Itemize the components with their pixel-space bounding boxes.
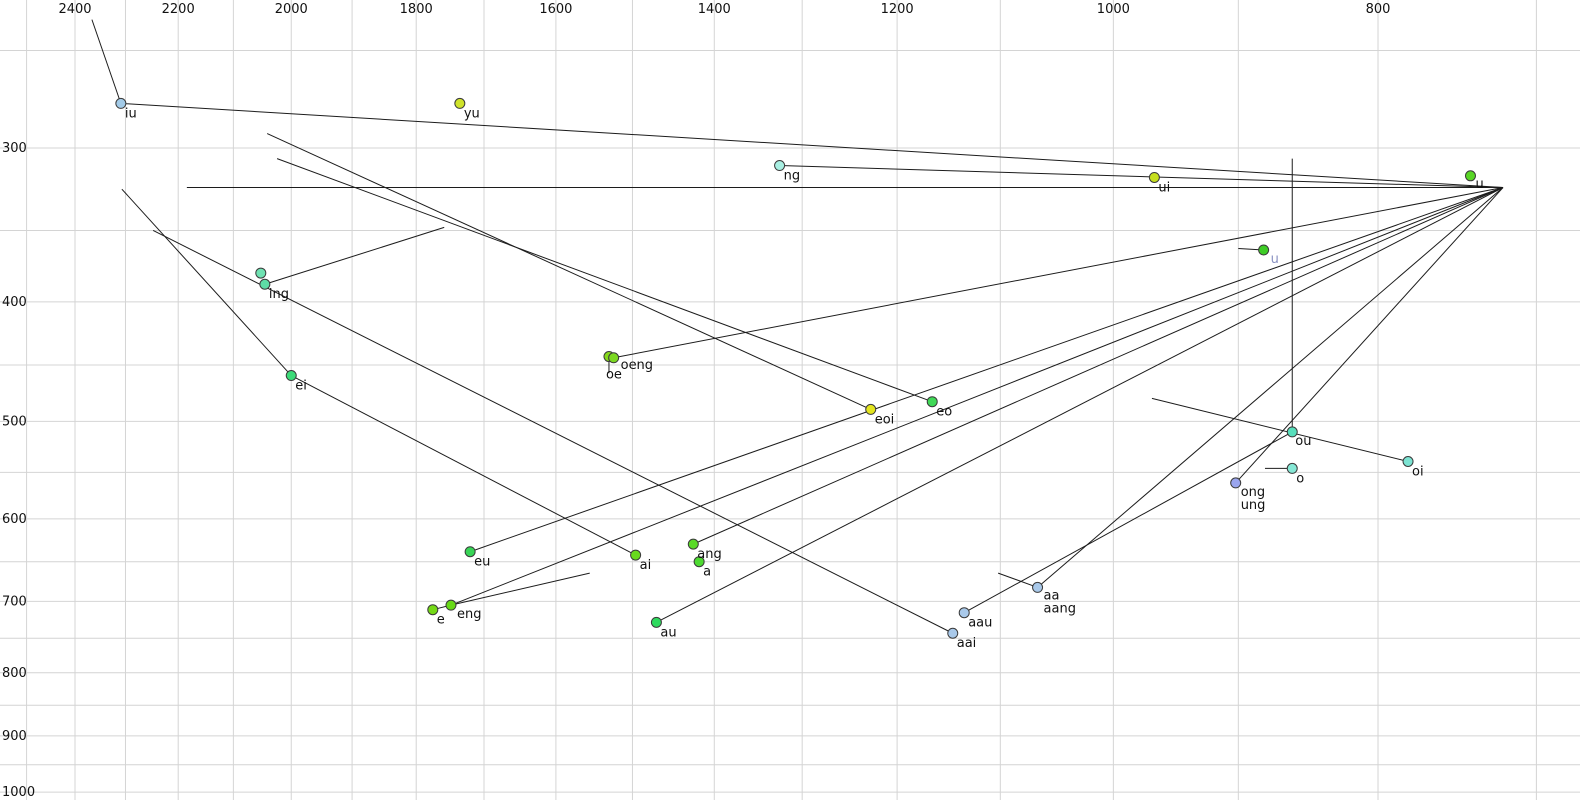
vowel-label-ing: ing	[269, 287, 289, 302]
vowel-point-ou[interactable]	[1286, 426, 1298, 438]
vowel-label-e: e	[437, 613, 445, 628]
trajectory-line-16	[693, 187, 1504, 545]
y-tick-label-300: 300	[2, 141, 27, 156]
vowel-label-eo: eo	[936, 405, 952, 420]
vowel-label-eng: eng	[457, 607, 482, 622]
vowel-label-eu: eu	[474, 555, 490, 570]
vowel-label-u: u	[1475, 177, 1483, 192]
vowel-label-ung: ung	[1241, 498, 1266, 513]
vowel-point-oeng[interactable]	[608, 352, 620, 364]
trajectory-line-1	[120, 102, 1504, 189]
y-tick-label-500: 500	[2, 414, 27, 429]
vowel-point-eu[interactable]	[464, 546, 476, 558]
x-tick-label-800: 800	[1366, 2, 1391, 17]
axis-tick-layer: 2400 2200 2000 1800 1600 1400 1200 1000 800 300 40…	[2, 2, 1390, 800]
vowel-point-ei[interactable]	[285, 370, 297, 382]
trajectory-line-13	[450, 572, 590, 606]
vowel-label-ng: ng	[784, 169, 801, 184]
vowel-point-eoi[interactable]	[865, 403, 877, 415]
vowel-label-au: au	[660, 625, 676, 640]
vowel-point-ing[interactable]	[259, 278, 271, 290]
trajectory-line-17	[656, 187, 1504, 623]
vowel-label-ei: ei	[295, 379, 307, 394]
vowel-point-ai[interactable]	[630, 549, 642, 561]
vowel-point-iu[interactable]	[115, 97, 127, 109]
vowel-point-aa[interactable]	[1032, 581, 1044, 593]
vowel-label-o: o	[1296, 471, 1304, 486]
vowel-point-au[interactable]	[650, 616, 662, 628]
vowel-point-a[interactable]	[693, 556, 705, 568]
y-tick-label-800: 800	[2, 666, 27, 681]
vowel-label-ai: ai	[640, 558, 652, 573]
vowel-point-oi[interactable]	[1402, 456, 1414, 468]
vowel-label-aau: aau	[968, 616, 992, 631]
vowel-point-o[interactable]	[1286, 462, 1298, 474]
trajectory-line-18	[963, 431, 1293, 614]
vowel-point-eng[interactable]	[445, 599, 457, 611]
vowel-label-ong: ong	[1241, 485, 1265, 500]
trajectory-line-21	[1235, 187, 1504, 484]
vowel-label-ui: ui	[1158, 180, 1170, 195]
trajectory-line-19	[1037, 187, 1504, 588]
trajectory-line-2	[779, 165, 1503, 189]
trajectory-line-9	[613, 187, 1504, 359]
vowel-point-ang[interactable]	[687, 538, 699, 550]
vowel-label-aa: aa	[1044, 588, 1060, 603]
y-tick-label-900: 900	[2, 729, 27, 744]
vowel-point-aau[interactable]	[958, 607, 970, 619]
vowel-label-oi: oi	[1412, 465, 1424, 480]
trajectory-line-6	[266, 133, 871, 410]
vowel-point-eo[interactable]	[926, 396, 938, 408]
vowel-label-oeng: oeng	[621, 358, 653, 373]
trajectory-line-5	[152, 230, 953, 634]
vowel-point-unlabeled[interactable]	[255, 267, 267, 279]
x-tick-label-2200: 2200	[162, 2, 195, 17]
vowel-point-ui[interactable]	[1148, 171, 1160, 183]
vowel-label-aai: aai	[957, 636, 977, 651]
vowel-label-a: a	[703, 565, 711, 580]
trajectory-line-23	[1151, 397, 1409, 462]
trajectory-line-15	[291, 375, 636, 556]
y-tick-label-400: 400	[2, 295, 27, 310]
vowel-point-ng[interactable]	[774, 160, 786, 172]
x-tick-label-1000: 1000	[1097, 2, 1130, 17]
x-tick-label-1200: 1200	[881, 2, 914, 17]
y-tick-label-1000: 1000	[2, 785, 35, 800]
point-layer	[115, 97, 1476, 639]
trajectory-line-4	[121, 188, 292, 376]
vowel-label-iu: iu	[125, 106, 137, 121]
x-tick-label-1400: 1400	[698, 2, 731, 17]
trajectory-line-12	[450, 187, 1504, 606]
trajectory-line-8	[276, 158, 933, 403]
trajectory-line-7	[264, 226, 445, 285]
trajectory-line-14	[469, 187, 1504, 553]
vowel-point-u[interactable]	[1258, 244, 1270, 256]
y-tick-label-600: 600	[2, 512, 27, 527]
vowel-label-ang: ang	[697, 547, 721, 562]
vowel-label-yu: yu	[464, 106, 480, 121]
vowel-point-e[interactable]	[427, 604, 439, 616]
vowel-point-yu[interactable]	[454, 97, 466, 109]
vowel-point-aai[interactable]	[947, 627, 959, 639]
y-tick-label-700: 700	[2, 594, 27, 609]
vowel-label-ou: ou	[1295, 434, 1311, 449]
trajectory-line-20	[997, 572, 1038, 588]
trajectory-layer	[91, 19, 1504, 634]
vowel-label-aang: aang	[1044, 601, 1076, 616]
x-tick-label-2000: 2000	[275, 2, 308, 17]
vowel-point-u[interactable]	[1464, 170, 1476, 182]
vowel-label-u: u	[1271, 252, 1279, 267]
x-tick-label-1600: 1600	[539, 2, 572, 17]
x-tick-label-1800: 1800	[400, 2, 433, 17]
vowel-label-eoi: eoi	[875, 412, 895, 427]
vowel-label-oe: oe	[606, 368, 622, 383]
trajectory-line-0	[91, 19, 122, 104]
vowel-point-ong[interactable]	[1230, 477, 1242, 489]
x-tick-label-2400: 2400	[58, 2, 91, 17]
